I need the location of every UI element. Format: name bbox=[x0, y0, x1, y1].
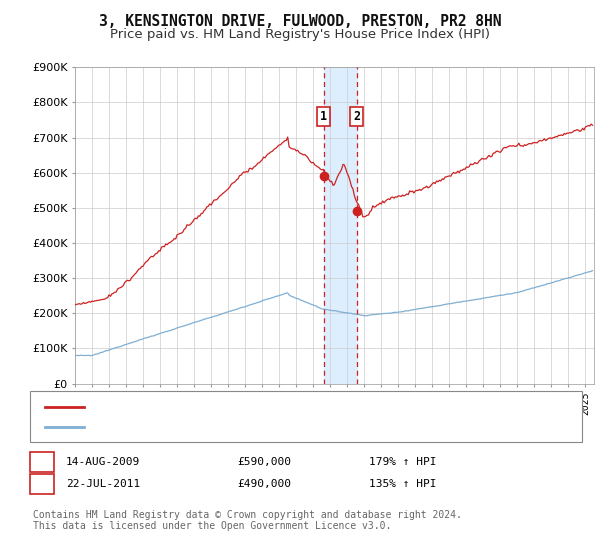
Bar bbox=[324, 67, 357, 384]
Text: 3, KENSINGTON DRIVE, FULWOOD, PRESTON, PR2 8HN: 3, KENSINGTON DRIVE, FULWOOD, PRESTON, P… bbox=[99, 14, 501, 29]
Text: 1: 1 bbox=[320, 110, 327, 123]
Text: 3, KENSINGTON DRIVE, FULWOOD, PRESTON, PR2 8HN (detached house): 3, KENSINGTON DRIVE, FULWOOD, PRESTON, P… bbox=[90, 402, 515, 412]
Text: 2: 2 bbox=[38, 479, 46, 489]
Text: £490,000: £490,000 bbox=[237, 479, 291, 489]
Text: HPI: Average price, detached house, Preston: HPI: Average price, detached house, Pres… bbox=[90, 422, 380, 432]
Text: £590,000: £590,000 bbox=[237, 457, 291, 467]
Text: 1: 1 bbox=[38, 457, 46, 467]
Text: 135% ↑ HPI: 135% ↑ HPI bbox=[369, 479, 437, 489]
Text: 22-JUL-2011: 22-JUL-2011 bbox=[66, 479, 140, 489]
Text: 179% ↑ HPI: 179% ↑ HPI bbox=[369, 457, 437, 467]
Text: 14-AUG-2009: 14-AUG-2009 bbox=[66, 457, 140, 467]
Text: Price paid vs. HM Land Registry's House Price Index (HPI): Price paid vs. HM Land Registry's House … bbox=[110, 28, 490, 41]
Text: 2: 2 bbox=[353, 110, 360, 123]
Text: Contains HM Land Registry data © Crown copyright and database right 2024.
This d: Contains HM Land Registry data © Crown c… bbox=[33, 510, 462, 531]
